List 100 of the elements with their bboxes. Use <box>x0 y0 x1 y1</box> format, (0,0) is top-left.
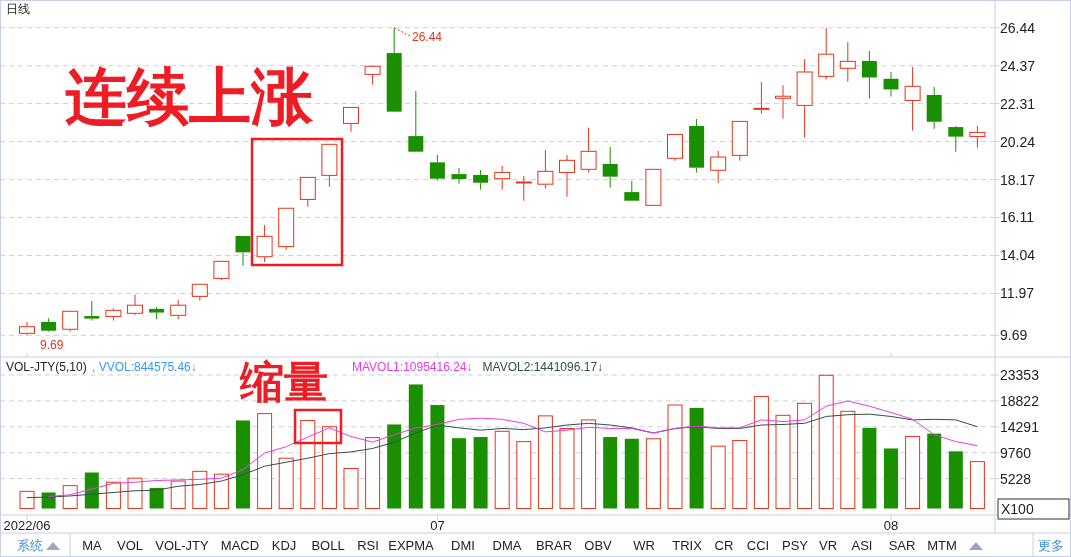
text: 系统 <box>17 538 43 553</box>
candlestick <box>796 58 813 139</box>
bar <box>537 415 553 509</box>
y-tick-label: 11.97 <box>1000 285 1035 302</box>
text: MACD <box>220 538 260 553</box>
text: TRIX <box>672 538 703 553</box>
bar <box>278 457 294 509</box>
text: DMA <box>492 538 522 553</box>
y-tick-label: 14.04 <box>1000 247 1036 264</box>
bar <box>559 427 575 509</box>
bar <box>430 405 445 509</box>
chart-title: 日线 <box>6 2 30 16</box>
text: CR <box>714 538 734 553</box>
text: CCI <box>746 538 770 553</box>
candlestick <box>969 125 986 149</box>
candlestick <box>105 307 122 322</box>
y-tick-label: 9.69 <box>1000 327 1028 344</box>
bar <box>905 435 921 509</box>
bar <box>753 395 769 509</box>
x-tick-label: 07 <box>430 518 445 533</box>
candlestick <box>41 317 57 331</box>
candlestick <box>775 84 791 120</box>
candlestick <box>559 154 575 198</box>
candlestick <box>839 41 856 83</box>
bar <box>775 414 791 509</box>
text: MAVOL1:1095416.24↓ <box>352 360 473 374</box>
bar <box>667 404 683 509</box>
candlestick <box>84 300 100 322</box>
bar <box>149 487 164 509</box>
text: RSI <box>357 538 379 553</box>
x-tick-label: 2022/06 <box>3 518 51 533</box>
bar <box>516 441 532 509</box>
x-tick-label: 08 <box>883 518 899 533</box>
candlestick <box>904 66 921 132</box>
text: PSY <box>781 538 809 553</box>
bar <box>236 420 250 509</box>
bar <box>170 480 186 509</box>
bar <box>840 410 856 509</box>
bar <box>365 437 381 509</box>
candlestick <box>127 294 143 316</box>
annotation: , VVOL:844575.46↓ <box>92 360 197 374</box>
y-tick-label: 5228 <box>1000 470 1032 487</box>
bar <box>948 451 963 509</box>
bar <box>862 427 877 509</box>
annotation: 26.44 <box>412 30 443 44</box>
text: DMI <box>451 538 475 553</box>
text: BRAR <box>535 538 573 553</box>
text: SAR <box>888 538 916 553</box>
bar <box>257 413 273 509</box>
bar <box>689 407 704 509</box>
candlestick <box>429 154 445 182</box>
chart-title: VOL-JTY(5,10) <box>6 360 87 374</box>
bar <box>710 445 726 509</box>
annotation: 缩量 <box>239 357 328 406</box>
y-tick-label: 26.44 <box>1000 19 1036 36</box>
y-tick-label: 20.24 <box>1000 133 1036 150</box>
candlestick <box>256 224 273 263</box>
bar <box>19 490 35 509</box>
text: KDJ <box>271 538 297 553</box>
candlestick <box>451 167 467 185</box>
bar <box>603 437 618 509</box>
y-tick-label: 23353 <box>1000 366 1040 383</box>
y-tick-label: 16.11 <box>1000 209 1035 226</box>
bar <box>818 374 834 509</box>
candlestick <box>861 50 877 100</box>
bar <box>127 477 143 509</box>
bar <box>969 461 985 509</box>
y-tick-label: 22.31 <box>1000 95 1036 112</box>
candlestick <box>689 118 705 174</box>
candlestick <box>926 86 942 130</box>
bar <box>300 419 316 509</box>
bar <box>387 424 402 509</box>
y-tick-label: 18822 <box>1000 392 1040 409</box>
y-tick-label: 24.37 <box>1000 57 1036 74</box>
y-tick-label: 18.17 <box>1000 171 1036 188</box>
text: VOL <box>116 538 144 553</box>
text: WR <box>633 538 655 553</box>
bar <box>494 430 510 509</box>
bar <box>192 470 208 509</box>
text: MTM <box>927 538 957 553</box>
bar <box>797 402 813 509</box>
text: OBV <box>584 538 613 553</box>
y-tick-label: 9760 <box>1000 444 1032 461</box>
text: MA <box>82 538 103 553</box>
candlestick <box>602 146 618 189</box>
text: 更多 <box>1038 538 1064 553</box>
bar <box>645 438 661 509</box>
bar <box>321 426 337 509</box>
bar <box>624 438 639 509</box>
candlestick <box>537 149 554 190</box>
text: EXPMA <box>388 538 435 553</box>
text: ASI <box>851 538 873 553</box>
text: X100 <box>1001 501 1034 517</box>
text: VOL-JTY <box>155 538 210 553</box>
bar <box>452 438 466 509</box>
candlestick <box>494 165 511 191</box>
annotation: 9.69 <box>40 338 64 352</box>
bar <box>581 419 597 509</box>
candlestick <box>473 169 489 191</box>
candlestick <box>883 71 899 98</box>
